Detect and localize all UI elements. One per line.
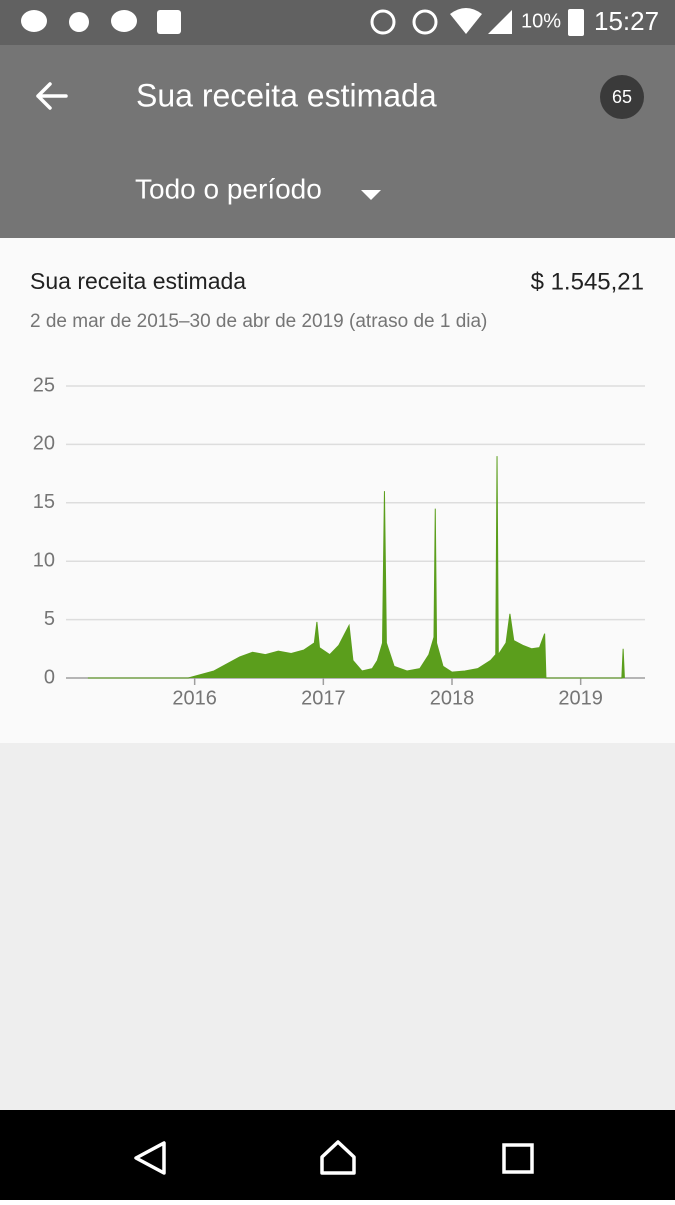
back-button[interactable] (36, 82, 68, 110)
dropdown-arrow[interactable] (361, 190, 381, 200)
card-amount: $ 1.545,21 (531, 268, 644, 295)
nav-back[interactable] (134, 1141, 166, 1175)
y-tick-label: 25 (33, 374, 55, 396)
status-icons (21, 8, 584, 36)
y-tick-label: 0 (44, 666, 55, 688)
nav-recents[interactable] (502, 1143, 534, 1174)
card-title: Sua receita estimada (30, 268, 246, 294)
y-tick-label: 5 (44, 608, 55, 630)
badge-text: 65 (612, 87, 632, 107)
period-dropdown[interactable]: Todo o período (135, 173, 322, 204)
y-tick-label: 20 (33, 433, 55, 455)
y-tick-label: 10 (33, 549, 55, 571)
revenue-area (87, 456, 625, 679)
card-subtitle: 2 de mar de 2015–30 de abr de 2019 (atra… (30, 311, 487, 332)
nav-home[interactable] (320, 1140, 356, 1175)
x-tick-label: 2019 (558, 687, 603, 709)
badge[interactable] (600, 75, 644, 119)
x-tick-label: 2018 (430, 687, 475, 709)
x-tick-label: 2016 (172, 687, 217, 709)
toolbar (0, 45, 675, 238)
toolbar-title: Sua receita estimada (136, 77, 437, 113)
y-tick-label: 15 (33, 491, 55, 513)
clock: 15:27 (594, 6, 659, 36)
nav-bar (0, 1110, 675, 1200)
x-tick-label: 2017 (301, 687, 346, 709)
battery-text: 10% (521, 10, 561, 32)
